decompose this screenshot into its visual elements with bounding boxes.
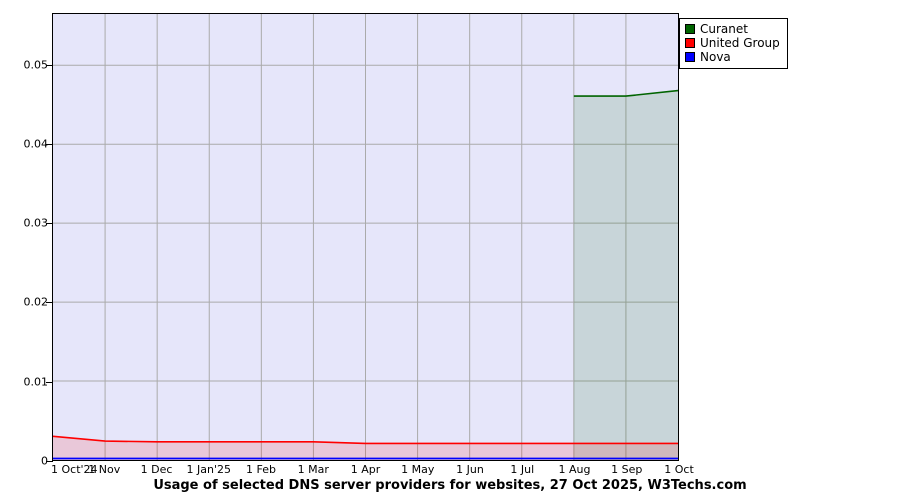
x-tick-label: 1 Sep [611, 463, 643, 476]
x-tick-label: 1 May [401, 463, 435, 476]
legend-item: Curanet [685, 22, 780, 36]
y-tick-label: 0.03 [23, 216, 49, 230]
y-tick-mark [46, 302, 53, 304]
y-tick-mark [46, 223, 53, 225]
x-tick-label: 1 Jun [456, 463, 484, 476]
legend-swatch-icon [685, 24, 695, 34]
y-tick-label: 0.01 [23, 375, 49, 389]
y-tick-mark [46, 64, 53, 66]
legend-item: United Group [685, 36, 780, 50]
y-tick-label: 0.05 [23, 58, 49, 72]
x-tick-label: 1 Mar [297, 463, 329, 476]
x-tick-label: 1 Dec [140, 463, 173, 476]
y-tick-label: 0.02 [23, 295, 49, 309]
x-tick-label: 1 Oct'24 [51, 463, 98, 476]
legend-swatch-icon [685, 38, 695, 48]
chart-caption: Usage of selected DNS server providers f… [153, 478, 747, 493]
plot-area [52, 13, 679, 461]
y-tick-mark [46, 461, 53, 462]
x-tick-label: 1 Nov [88, 463, 121, 476]
y-tick-mark [46, 143, 53, 145]
x-tick-label: 1 Apr [350, 463, 381, 476]
y-tick-mark [46, 381, 53, 383]
chart-legend: Curanet United Group Nova [679, 18, 788, 69]
x-tick-label: 1 Jan'25 [186, 463, 231, 476]
legend-label: Curanet [700, 22, 748, 36]
x-tick-label: 1 Oct [664, 463, 694, 476]
x-axis: 1 Oct'24 1 Nov 1 Dec 1 Jan'25 1 Feb 1 Mar 1 Ap… [0, 463, 900, 479]
y-tick-label: 0 [41, 454, 48, 468]
legend-item: Nova [685, 50, 780, 64]
x-tick-label: 1 Feb [246, 463, 276, 476]
y-axis: 0 0.01 0.02 0.03 0.04 0.05 [0, 0, 53, 500]
x-tick-label: 1 Aug [558, 463, 591, 476]
chart-canvas [53, 14, 678, 460]
y-tick-label: 0.04 [23, 137, 49, 151]
legend-swatch-icon [685, 52, 695, 62]
x-tick-label: 1 Jul [510, 463, 535, 476]
legend-label: United Group [700, 36, 780, 50]
legend-label: Nova [700, 50, 731, 64]
